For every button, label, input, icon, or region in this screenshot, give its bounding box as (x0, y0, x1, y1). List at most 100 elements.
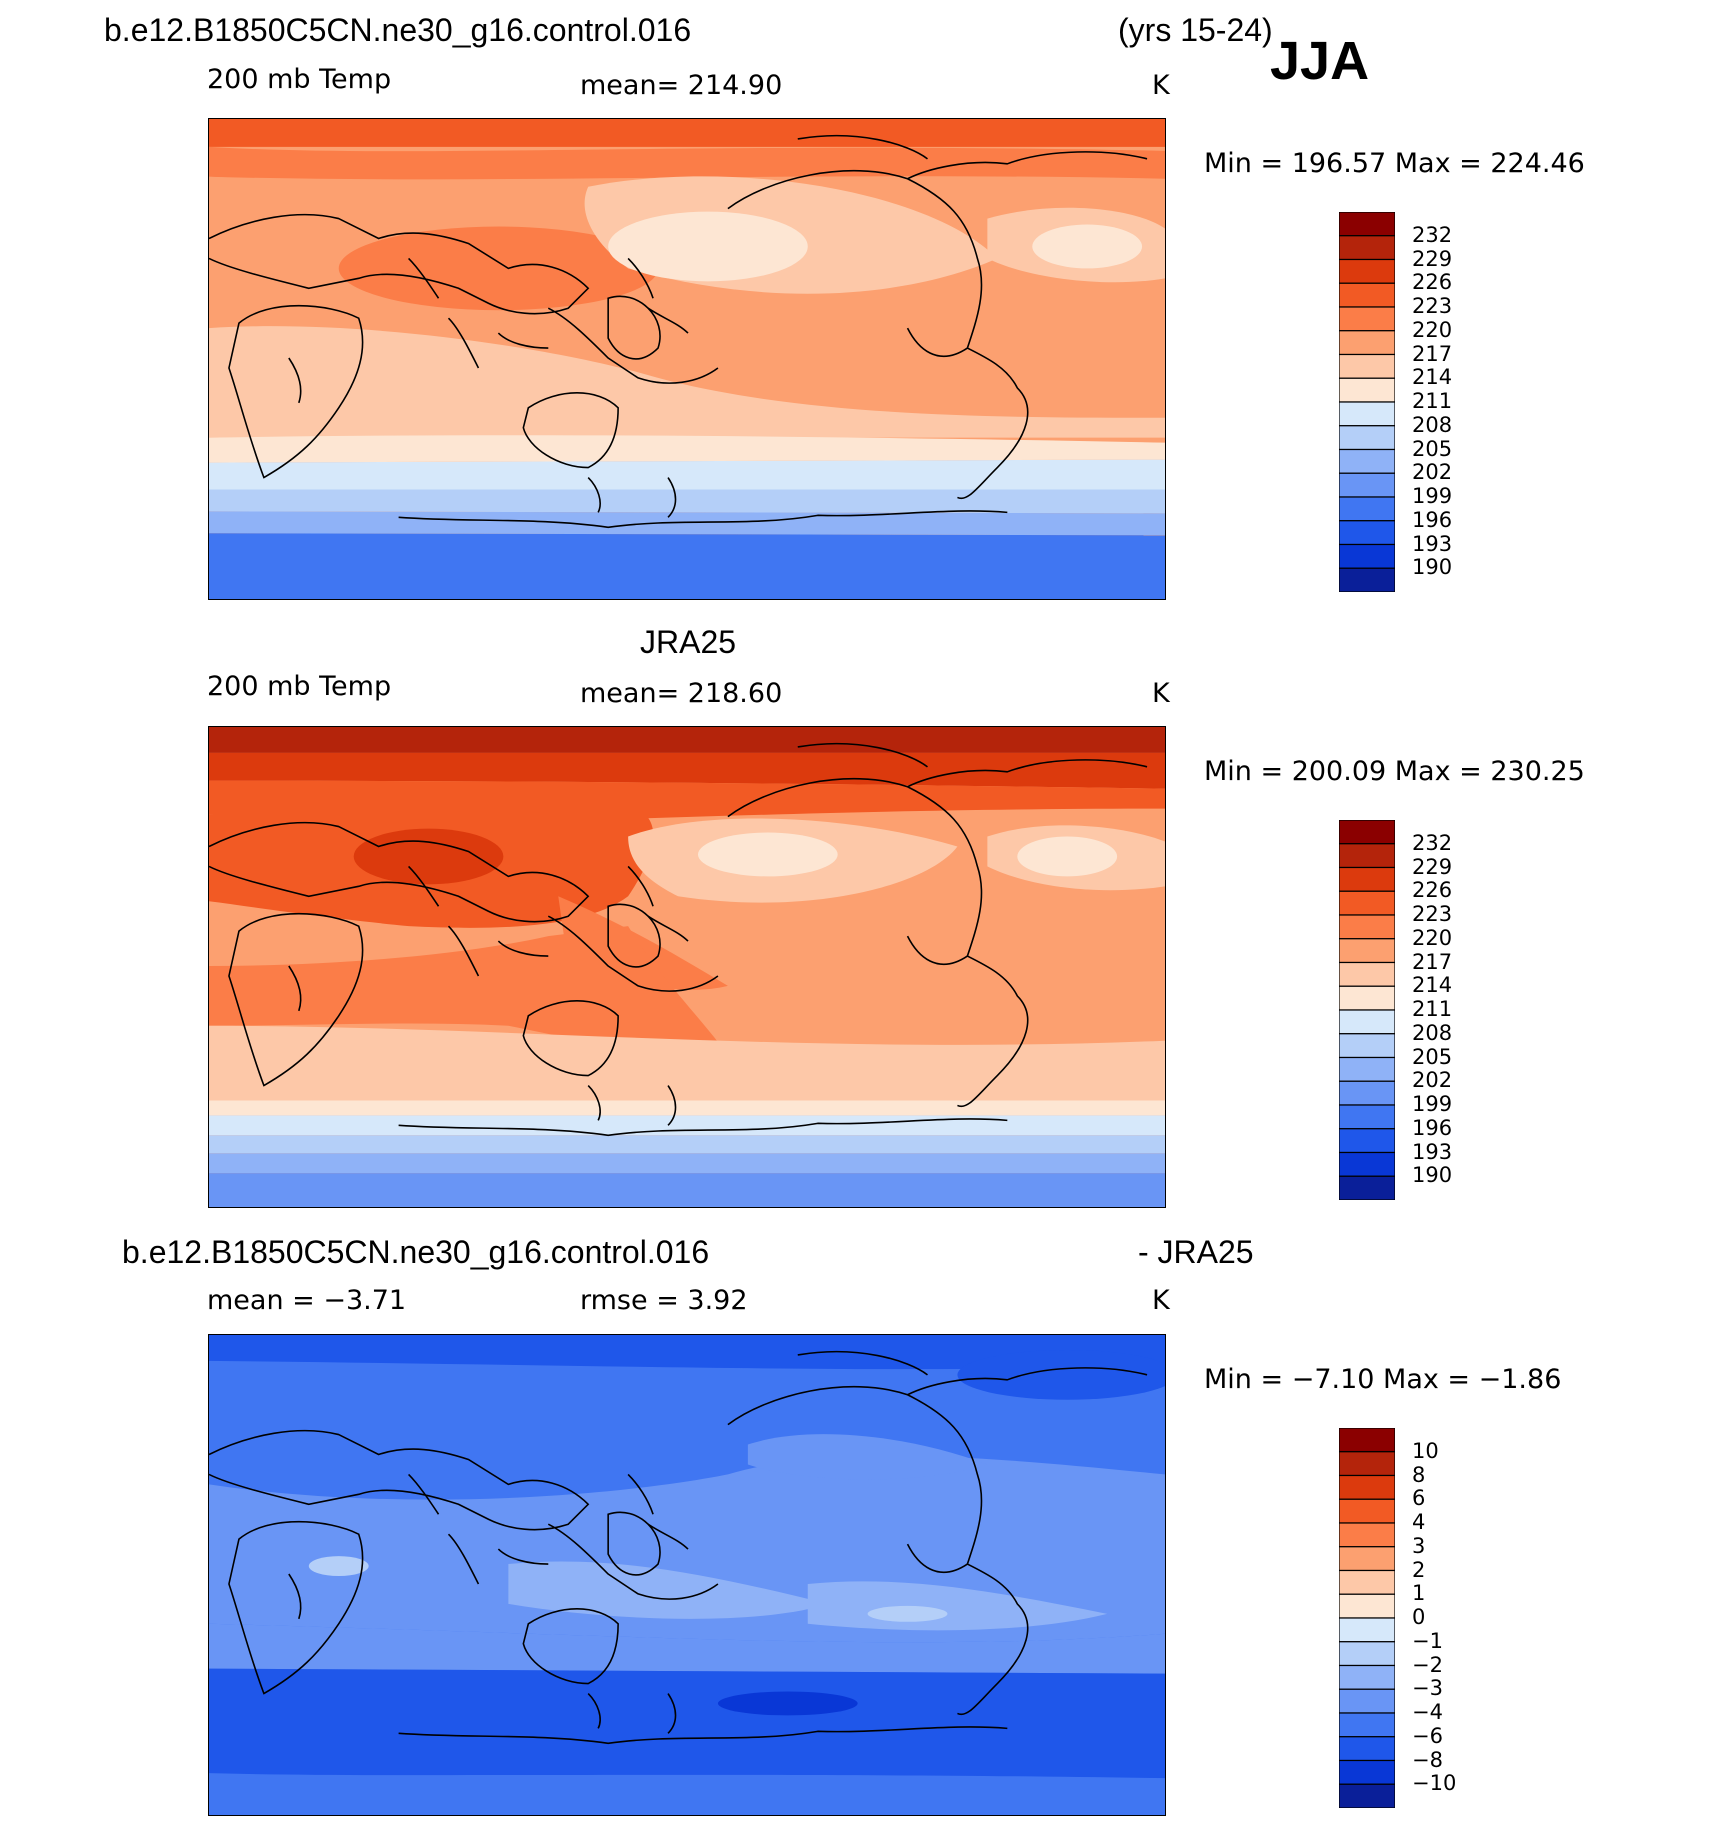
panel1-colorbar-swatch (1339, 282, 1395, 308)
panel1-minmax: Min = 196.57 Max = 224.46 (1204, 148, 1585, 179)
panel2-colorbar-swatch (1339, 961, 1395, 987)
panel3-colorbar-tick-label: 3 (1412, 1533, 1426, 1558)
panel3-mean: mean = −3.71 (207, 1285, 407, 1316)
panel2-colorbar-swatch (1339, 914, 1395, 940)
panel2-colorbar-swatch (1339, 1056, 1395, 1082)
panel1-colorbar-swatch (1339, 567, 1395, 592)
panel1-variable: 200 mb Temp (207, 64, 392, 95)
panel2-title: JRA25 (640, 624, 737, 660)
panel2-coastlines (209, 742, 1148, 1137)
panel2-colorbar-swatch (1339, 1009, 1395, 1035)
panel1-band-202 (209, 511, 1165, 536)
panel3-colorbar-swatch (1339, 1712, 1395, 1738)
panel2-colorbar-swatch (1339, 1128, 1395, 1154)
panel1-colorbar-tick-label: 205 (1412, 436, 1453, 461)
panel3-colorbar-swatch (1339, 1617, 1395, 1643)
panel3-colorbar-tick-label: 1 (1412, 1581, 1426, 1606)
panel2-tibet-core (353, 828, 504, 885)
panel2-band-211 (209, 1100, 1165, 1116)
panel1-coastlines (209, 134, 1148, 529)
panel1-colorbar-swatch (1339, 306, 1395, 332)
panel1-band-208 (209, 459, 1165, 490)
panel2-colorbar-swatch (1339, 938, 1395, 964)
panel2-minmax: Min = 200.09 Max = 230.25 (1204, 756, 1585, 787)
panel1-atlantic-core (1032, 224, 1143, 269)
panel2-band-199 (209, 1173, 1165, 1207)
panel3-colorbar-tick-label: 2 (1412, 1557, 1426, 1582)
panel1-pacific-core (608, 211, 808, 282)
panel3-rmse: rmse = 3.92 (580, 1285, 748, 1316)
panel3-units: K (1152, 1285, 1170, 1316)
panel2-units: K (1152, 678, 1170, 709)
panel2-colorbar-tick-label: 190 (1412, 1163, 1453, 1188)
panel2-colorbar-tick-label: 202 (1412, 1068, 1453, 1093)
panel3-colorbar-swatch (1339, 1451, 1395, 1477)
panel2-mean: mean= 218.60 (580, 678, 783, 709)
panel2-colorbar-swatch (1339, 1151, 1395, 1177)
panel3-tropical-lighter (508, 1561, 828, 1619)
panel3-colorbar-tick-label: −6 (1412, 1723, 1443, 1748)
panel1-colorbar-swatch (1339, 353, 1395, 379)
panel2-colorbar-svg (1339, 820, 1395, 1200)
panel3-antarctic-band (209, 1773, 1165, 1815)
panel2-map (208, 726, 1166, 1208)
panel3-arctic-cold (957, 1349, 1165, 1400)
panel2-band-202 (209, 1153, 1165, 1174)
panel2-colorbar-tick-label: 205 (1412, 1044, 1453, 1069)
panel2-colorbar-tick-label: 217 (1412, 949, 1453, 974)
panel1-colorbar-svg (1339, 212, 1395, 592)
panel1-arctic-band (209, 119, 1165, 147)
panel2-colorbar-swatch (1339, 1104, 1395, 1130)
panel2-colorbar-tick-label: 223 (1412, 902, 1453, 926)
panel3-colorbar-tick-label: 10 (1412, 1438, 1439, 1463)
panel3-colorbar-tick-label: −2 (1412, 1652, 1443, 1677)
panel3-map-svg (209, 1335, 1165, 1815)
panel1-colorbar-tick-label: 196 (1412, 507, 1453, 532)
panel2-colorbar-swatch (1339, 866, 1395, 892)
panel3-colorbar-tick-label: −8 (1412, 1747, 1443, 1772)
panel3-pacific-patch2 (867, 1605, 948, 1622)
panel1-south-warm-band (209, 326, 1165, 438)
panel3-coastlines (209, 1350, 1148, 1745)
panel3-colorbar-swatch (1339, 1593, 1395, 1619)
panel2-pacific-core (697, 832, 838, 877)
panel1-map-svg (209, 119, 1165, 599)
panel2-colorbar-swatch (1339, 820, 1395, 845)
panel2-colorbar-swatch (1339, 1175, 1395, 1200)
panel1-colorbar-tick-label: 217 (1412, 341, 1453, 366)
panel3-colorbar-swatch (1339, 1736, 1395, 1762)
panel3-north-band (209, 1335, 1165, 1370)
panel1-colorbar-tick-label: 199 (1412, 484, 1453, 508)
panel2-colorbar-swatch (1339, 1080, 1395, 1106)
panel3-pacific-patch (747, 1434, 988, 1480)
panel2-colorbar-swatch (1339, 1033, 1395, 1059)
panel2-colorbar-tick-label: 208 (1412, 1020, 1453, 1045)
panel2-colorbar-tick-label: 232 (1412, 830, 1453, 855)
case-name-title: b.e12.B1850C5CN.ne30_g16.control.016 (104, 12, 692, 48)
panel1-mean: mean= 214.90 (580, 70, 783, 101)
panel2-colorbar-tick-label: 220 (1412, 925, 1453, 950)
panel3-colorbar-tick-label: −1 (1412, 1628, 1443, 1653)
panel2-colorbar (1339, 820, 1395, 1200)
panel1-colorbar-tick-label: 202 (1412, 460, 1453, 485)
panel2-band-208 (209, 1115, 1165, 1136)
panel1-north-band (209, 146, 1165, 180)
panel3-colorbar-swatch (1339, 1664, 1395, 1690)
panel2-colorbar-swatch (1339, 843, 1395, 869)
panel3-colorbar-svg (1339, 1428, 1395, 1808)
panel1-colorbar (1339, 212, 1395, 592)
panel3-colorbar-swatch (1339, 1498, 1395, 1524)
panel3-colorbar-swatch (1339, 1759, 1395, 1785)
panel2-colorbar-tick-label: 211 (1412, 997, 1453, 1021)
panel3-colorbar-swatch (1339, 1474, 1395, 1500)
panel1-band-211 (209, 435, 1165, 463)
panel2-colorbar-tick-label: 193 (1412, 1139, 1453, 1164)
panel1-colorbar-swatch (1339, 425, 1395, 451)
panel3-colorbar-tick-label: 6 (1412, 1486, 1426, 1511)
panel3-colorbar-tick-label: −4 (1412, 1700, 1443, 1724)
panel1-colorbar-tick-label: 232 (1412, 222, 1453, 247)
panel3-colorbar-swatch (1339, 1546, 1395, 1572)
panel2-arctic-band (209, 727, 1165, 753)
panel1-asia-warm-core (338, 226, 659, 311)
panel3-title-left: b.e12.B1850C5CN.ne30_g16.control.016 (122, 1234, 710, 1270)
